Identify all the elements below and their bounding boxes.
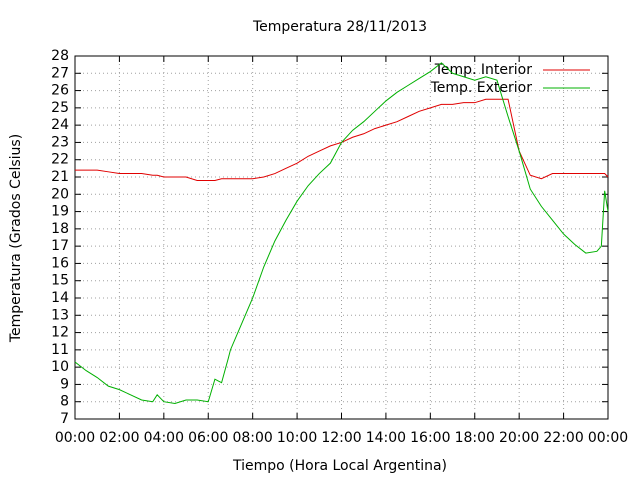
x-tick-label: 22:00 [543,430,583,446]
y-tick-label: 21 [51,169,69,185]
legend-label: Temp. Interior [434,62,533,78]
x-tick-label: 14:00 [366,430,406,446]
y-tick-label: 23 [51,134,69,150]
y-tick-label: 12 [51,325,69,341]
y-tick-label: 9 [60,376,69,392]
y-axis-title: Temperatura (Grados Celsius) [8,134,24,343]
x-tick-label: 16:00 [410,430,450,446]
x-axis-title: Tiempo (Hora Local Argentina) [232,458,447,474]
y-tick-label: 7 [60,411,69,427]
y-tick-label: 18 [51,221,69,237]
y-tick-label: 25 [51,100,69,116]
legend-label: Temp. Exterior [430,80,533,96]
y-tick-label: 27 [51,65,69,81]
y-tick-label: 15 [51,273,69,289]
x-tick-label: 08:00 [232,430,272,446]
series-line [75,98,609,181]
y-tick-label: 10 [51,359,69,375]
y-tick-label: 11 [51,342,69,358]
x-tick-label: 00:00 [588,430,628,446]
x-tick-label: 10:00 [277,430,317,446]
y-tick-label: 16 [51,255,69,271]
y-tick-label: 8 [60,394,69,410]
y-tick-label: 17 [51,238,69,254]
x-tick-label: 06:00 [188,430,228,446]
y-tick-label: 20 [51,186,69,202]
y-tick-label: 13 [51,307,69,323]
x-tick-label: 12:00 [321,430,361,446]
chart-title: Temperatura 28/11/2013 [252,19,427,35]
y-tick-label: 26 [51,83,69,99]
x-tick-label: 02:00 [99,430,139,446]
y-tick-label: 28 [51,48,69,64]
y-tick-label: 19 [51,204,69,220]
x-tick-label: 00:00 [55,430,95,446]
y-tick-label: 22 [51,152,69,168]
x-tick-label: 04:00 [144,430,184,446]
x-tick-label: 20:00 [499,430,539,446]
y-tick-label: 24 [51,117,69,133]
series-line [74,62,609,404]
x-tick-label: 18:00 [455,430,495,446]
y-tick-label: 14 [51,290,69,306]
